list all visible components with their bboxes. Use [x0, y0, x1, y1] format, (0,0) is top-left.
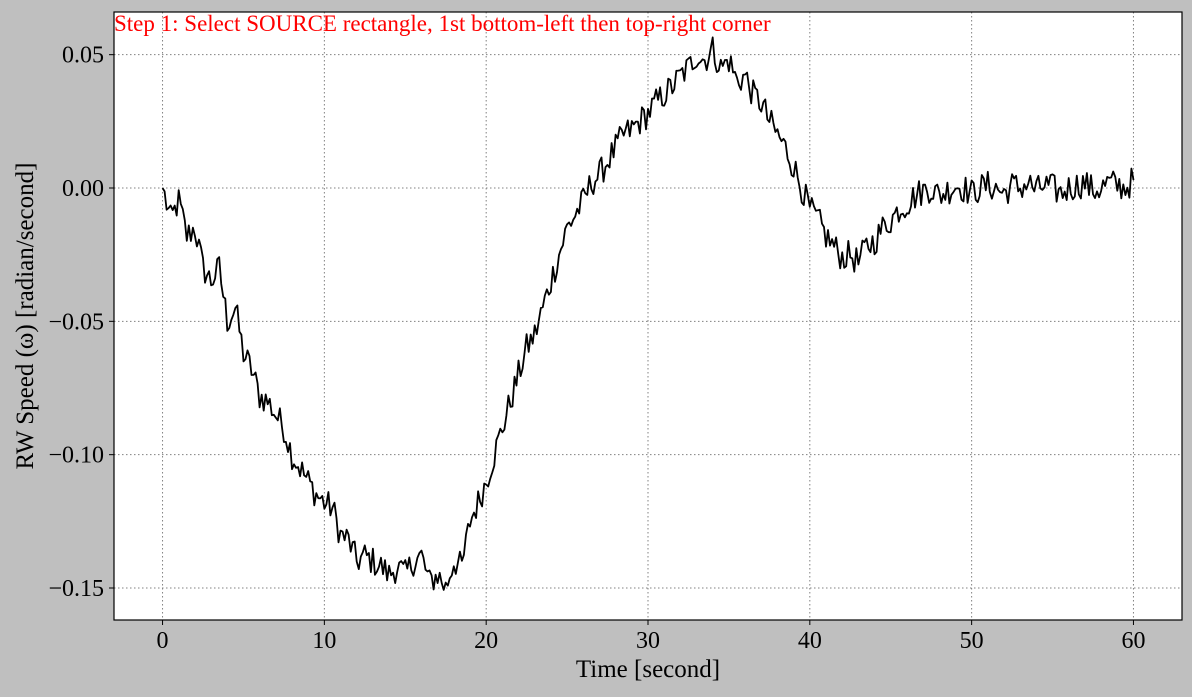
y-tick-label: 0.00: [62, 176, 104, 202]
x-axis-label: Time [second]: [576, 656, 720, 683]
x-tick-label: 30: [636, 628, 660, 654]
x-tick-label: 50: [960, 628, 984, 654]
x-tick-label: 0: [157, 628, 169, 654]
y-tick-label: −0.15: [48, 576, 104, 602]
y-tick-label: 0.05: [62, 43, 104, 69]
x-tick-label: 10: [312, 628, 336, 654]
y-axis-label: RW Speed (ω) [radian/second]: [12, 163, 39, 470]
x-axis: 0 10 20 30 40 50 60: [157, 620, 1145, 654]
series-layer: [161, 36, 1135, 591]
y-axis: 0.05 0.00 −0.05 −0.10 −0.15: [48, 43, 114, 602]
instruction-text: Step 1: Select SOURCE rectangle, 1st bot…: [114, 11, 771, 36]
x-tick-label: 40: [798, 628, 822, 654]
x-tick-label: 60: [1121, 628, 1145, 654]
y-tick-label: −0.05: [48, 309, 104, 335]
x-tick-label: 20: [474, 628, 498, 654]
series-line: [161, 36, 1135, 591]
y-tick-label: −0.10: [48, 443, 104, 469]
